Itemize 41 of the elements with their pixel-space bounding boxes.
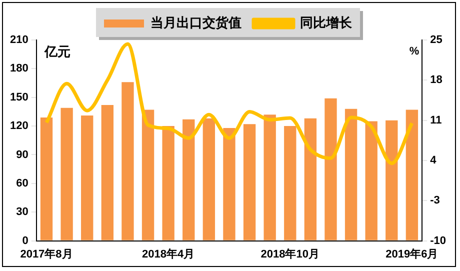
y-axis-title: 亿元 xyxy=(43,44,70,60)
bar xyxy=(324,98,337,240)
bar xyxy=(60,108,73,240)
bar xyxy=(162,126,174,240)
bar xyxy=(284,126,296,240)
y-tick-label: 210 xyxy=(10,34,28,46)
bar xyxy=(365,121,378,240)
y2-tick-label: -10 xyxy=(430,234,446,247)
x-tick-label: 2018年10月 xyxy=(260,247,320,260)
y2-tick-label: 11 xyxy=(430,114,442,126)
bar xyxy=(223,128,236,240)
bar xyxy=(101,105,114,240)
y2-tick-label: -3 xyxy=(430,194,440,207)
bar xyxy=(81,116,94,240)
y-tick-label: 60 xyxy=(16,177,28,190)
bar xyxy=(264,114,276,240)
legend-label: 同比增长 xyxy=(300,15,353,30)
y-tick-label: 180 xyxy=(10,62,28,75)
legend-label: 当月出口交货值 xyxy=(150,15,242,30)
bar xyxy=(406,110,418,240)
bar xyxy=(142,110,154,240)
y-tick-label: 0 xyxy=(22,234,28,247)
y2-axis-title: % xyxy=(409,46,420,58)
y-tick-label: 90 xyxy=(16,148,28,161)
x-tick-label: 2017年8月 xyxy=(20,247,73,260)
bar xyxy=(182,119,195,240)
bar xyxy=(243,124,256,240)
y2-tick-label: 4 xyxy=(430,154,438,167)
y2-tick-label: 25 xyxy=(430,34,442,46)
bar xyxy=(304,118,317,240)
y2-tick-label: 18 xyxy=(430,74,442,86)
x-tick-label: 2018年4月 xyxy=(142,247,195,260)
y-tick-label: 120 xyxy=(10,120,28,132)
bar xyxy=(386,120,398,240)
y-tick-label: 30 xyxy=(16,206,28,218)
bar xyxy=(344,108,358,240)
bar xyxy=(202,118,216,240)
bar xyxy=(40,117,53,240)
bar xyxy=(122,82,134,240)
x-tick-label: 2019年6月 xyxy=(386,247,438,260)
y-tick-label: 150 xyxy=(10,91,28,104)
